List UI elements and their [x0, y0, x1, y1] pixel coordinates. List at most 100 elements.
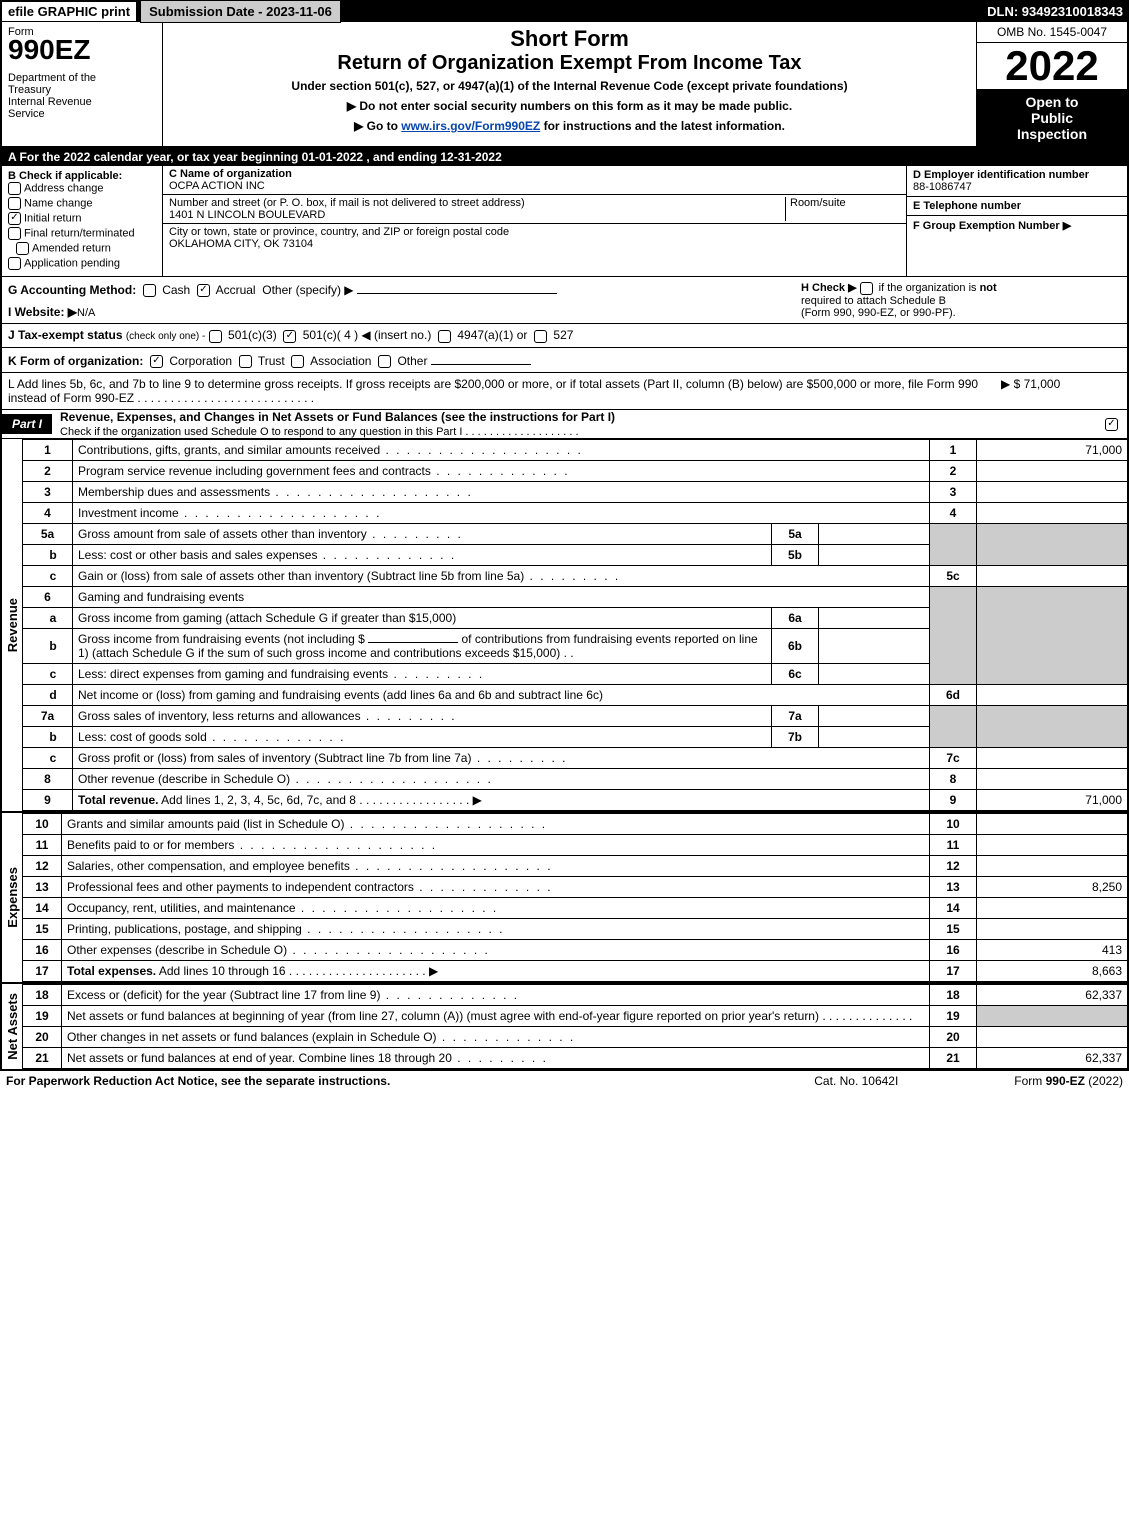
section-a-calendar: A For the 2022 calendar year, or tax yea… [2, 148, 1127, 166]
revenue-section: Revenue 1Contributions, gifts, grants, a… [2, 439, 1127, 811]
city-label: City or town, state or province, country… [169, 226, 900, 238]
ein: 88-1086747 [913, 181, 972, 193]
expenses-table: 10Grants and similar amounts paid (list … [23, 813, 1127, 982]
omb-number: OMB No. 1545-0047 [977, 22, 1127, 43]
street: 1401 N LINCOLN BOULEVARD [169, 209, 325, 221]
h-box: H Check ▶ if the organization is not req… [795, 281, 1121, 319]
chk-h[interactable] [860, 282, 873, 295]
submission-date: Submission Date - 2023-11-06 [140, 0, 341, 23]
row-g-h: G Accounting Method: Cash Accrual Other … [2, 277, 1127, 324]
chk-initial[interactable] [8, 212, 21, 225]
goto-link-line: ▶ Go to www.irs.gov/Form990EZ for instru… [173, 119, 966, 133]
chk-501c[interactable] [283, 330, 296, 343]
footer-left: For Paperwork Reduction Act Notice, see … [6, 1074, 814, 1088]
chk-amended[interactable] [16, 242, 29, 255]
chk-4947[interactable] [438, 330, 451, 343]
l-text: L Add lines 5b, 6c, and 7b to line 9 to … [8, 377, 1001, 405]
line-5a: 5aGross amount from sale of assets other… [23, 523, 1127, 544]
line-4: 4Investment income4 [23, 502, 1127, 523]
line-14: 14Occupancy, rent, utilities, and mainte… [23, 897, 1127, 918]
line-1: 1Contributions, gifts, grants, and simil… [23, 439, 1127, 460]
chk-501c3[interactable] [209, 330, 222, 343]
line-15: 15Printing, publications, postage, and s… [23, 918, 1127, 939]
row-j: J Tax-exempt status (check only one) - 5… [2, 324, 1127, 347]
col-d-ids: D Employer identification number 88-1086… [906, 166, 1127, 276]
inspection-badge: Open to Public Inspection [977, 90, 1127, 146]
street-label: Number and street (or P. O. box, if mail… [169, 197, 525, 209]
footer-right: Form 990-EZ (2022) [1014, 1074, 1123, 1088]
irs-link[interactable]: www.irs.gov/Form990EZ [401, 119, 540, 133]
header-left: Form 990EZ Department of theTreasuryInte… [2, 22, 163, 146]
chk-cash[interactable] [143, 284, 156, 297]
dln: DLN: 93492310018343 [987, 4, 1129, 19]
line-7a: 7aGross sales of inventory, less returns… [23, 705, 1127, 726]
tax-year: 2022 [977, 43, 1127, 90]
main-title: Return of Organization Exempt From Incom… [173, 52, 966, 75]
line-18: 18Excess or (deficit) for the year (Subt… [23, 984, 1127, 1005]
chk-trust[interactable] [239, 355, 252, 368]
header-right: OMB No. 1545-0047 2022 Open to Public In… [977, 22, 1127, 146]
ein-label: D Employer identification number [913, 169, 1089, 181]
chk-accrual[interactable] [197, 284, 210, 297]
line-21: 21Net assets or fund balances at end of … [23, 1047, 1127, 1068]
g-label: G Accounting Method: [8, 283, 136, 297]
i-label: I Website: ▶ [8, 305, 77, 319]
header-center: Short Form Return of Organization Exempt… [163, 22, 977, 146]
part1-title: Revenue, Expenses, and Changes in Net As… [52, 410, 1099, 438]
other-method-input[interactable] [357, 281, 557, 294]
chk-527[interactable] [534, 330, 547, 343]
form-container: Form 990EZ Department of theTreasuryInte… [0, 22, 1129, 1071]
line-6: 6Gaming and fundraising events [23, 586, 1127, 607]
line-9: 9Total revenue. Add lines 1, 2, 3, 4, 5c… [23, 789, 1127, 810]
department: Department of theTreasuryInternal Revenu… [8, 72, 156, 120]
line-10: 10Grants and similar amounts paid (list … [23, 813, 1127, 834]
room-suite-label: Room/suite [786, 197, 900, 221]
form-header: Form 990EZ Department of theTreasuryInte… [2, 22, 1127, 148]
chk-corp[interactable] [150, 355, 163, 368]
chk-part1-scho[interactable] [1105, 418, 1118, 431]
footer-cat: Cat. No. 10642I [814, 1074, 1014, 1088]
vlabel-revenue: Revenue [5, 598, 20, 652]
row-l: L Add lines 5b, 6c, and 7b to line 9 to … [2, 373, 1127, 410]
chk-final[interactable] [8, 227, 21, 240]
line-3: 3Membership dues and assessments3 [23, 481, 1127, 502]
line-6d: dNet income or (loss) from gaming and fu… [23, 684, 1127, 705]
line-12: 12Salaries, other compensation, and empl… [23, 855, 1127, 876]
line-13: 13Professional fees and other payments t… [23, 876, 1127, 897]
col-b-label: B Check if applicable: [8, 170, 156, 182]
phone-label: E Telephone number [913, 200, 1021, 212]
subtitle: Under section 501(c), 527, or 4947(a)(1)… [173, 79, 966, 93]
row-k: K Form of organization: Corporation Trus… [2, 348, 1127, 373]
line-17: 17Total expenses. Add lines 10 through 1… [23, 960, 1127, 981]
ssn-hint: ▶ Do not enter social security numbers o… [173, 99, 966, 113]
line-8: 8Other revenue (describe in Schedule O)8 [23, 768, 1127, 789]
revenue-table: 1Contributions, gifts, grants, and simil… [23, 439, 1127, 811]
website-value: N/A [77, 307, 95, 319]
efile-print[interactable]: efile GRAPHIC print [2, 2, 136, 21]
org-name: OCPA ACTION INC [169, 180, 265, 192]
chk-address[interactable] [8, 182, 21, 195]
line-7c: cGross profit or (loss) from sales of in… [23, 747, 1127, 768]
name-label: C Name of organization [169, 168, 292, 180]
l-amount: ▶ $ 71,000 [1001, 377, 1121, 405]
top-bar: efile GRAPHIC print Submission Date - 20… [0, 0, 1129, 22]
col-c-org-info: C Name of organization OCPA ACTION INC N… [163, 166, 906, 276]
other-org-input[interactable] [431, 352, 531, 365]
chk-pending[interactable] [8, 257, 21, 270]
col-b-checkboxes: B Check if applicable: Address change Na… [2, 166, 163, 276]
expenses-section: Expenses 10Grants and similar amounts pa… [2, 811, 1127, 982]
footer: For Paperwork Reduction Act Notice, see … [0, 1071, 1129, 1091]
line-19: 19Net assets or fund balances at beginni… [23, 1005, 1127, 1026]
line-2: 2Program service revenue including gover… [23, 460, 1127, 481]
part1-tag: Part I [2, 414, 52, 434]
chk-name[interactable] [8, 197, 21, 210]
chk-assoc[interactable] [291, 355, 304, 368]
netassets-section: Net Assets 18Excess or (deficit) for the… [2, 982, 1127, 1069]
info-grid: B Check if applicable: Address change Na… [2, 166, 1127, 277]
part1-header: Part I Revenue, Expenses, and Changes in… [2, 410, 1127, 439]
vlabel-netassets: Net Assets [5, 993, 20, 1060]
vlabel-expenses: Expenses [5, 867, 20, 928]
short-form-title: Short Form [173, 26, 966, 52]
chk-other-org[interactable] [378, 355, 391, 368]
group-exemption-label: F Group Exemption Number ▶ [913, 220, 1071, 232]
